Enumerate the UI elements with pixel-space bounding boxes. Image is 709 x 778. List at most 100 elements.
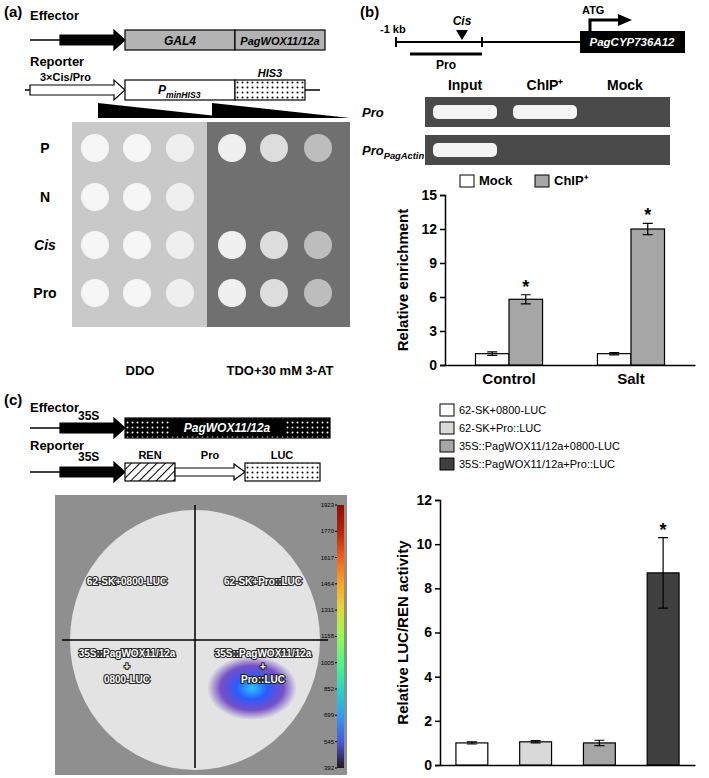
x-axis (441, 765, 696, 766)
quadrant-label: 62-SK+Pro::LUC (224, 576, 302, 587)
gel-lane-strip (425, 97, 670, 127)
y-tick-label: 12 (416, 492, 432, 508)
error-bar (609, 353, 619, 355)
panel-label: (a) (4, 3, 22, 20)
label: PagCYP736A12 (589, 36, 675, 48)
fragment-line (410, 53, 482, 56)
gene-box (580, 31, 685, 53)
y-tick-label: 15 (421, 187, 437, 203)
row-label: N (40, 189, 50, 205)
promoter-arrow (60, 418, 125, 438)
quadrant-label: Pro::LUC (241, 674, 285, 685)
yeast-spot (166, 134, 194, 162)
gel-lane-strip (425, 135, 670, 165)
label-backing (170, 420, 285, 436)
y-tick: 8 (424, 580, 440, 596)
panel-a: (a)EffectorGAL4PagWOX11/12aReporter3×Cis… (4, 3, 350, 378)
y-axis-line (440, 196, 446, 366)
yeast-spot (166, 183, 194, 211)
label: HIS3 (258, 67, 282, 79)
x-tick: Salt (617, 370, 645, 387)
gel-row-label: ProPagActin (362, 143, 424, 161)
yeast-spot (218, 134, 246, 162)
y-tick-mark (435, 588, 440, 590)
construct-box (245, 463, 320, 481)
bar-chart: 03691215ControlSalt**Relative enrichment… (394, 173, 696, 387)
yeast-spot (260, 231, 288, 259)
colorbar-tick-label: 1617 (321, 555, 335, 561)
figure-canvas: (a)EffectorGAL4PagWOX11/12aReporter3×Cis… (0, 0, 709, 778)
y-tick-mark (440, 263, 445, 265)
colorbar-tick-label: 392 (324, 765, 335, 771)
legend-entry: ChIP⁺ (554, 173, 589, 188)
legend-swatch (460, 175, 474, 187)
y-tick-label: 0 (429, 357, 437, 373)
colorbar-tick (335, 662, 337, 663)
label-main: Pro (362, 143, 384, 158)
bar (631, 229, 665, 365)
x-tick-label: Control (482, 370, 535, 387)
quadrant-line (62, 639, 328, 641)
y-tick-mark (440, 365, 445, 367)
legend-swatch (440, 422, 454, 434)
yeast-spot (218, 279, 246, 307)
line (30, 471, 62, 473)
panel-label: (c) (4, 391, 22, 408)
legend-entry: 62-SK+Pro::LUC (459, 422, 541, 434)
yeast-spot (218, 231, 246, 259)
y-tick-mark (440, 331, 445, 333)
label: -1 kb (380, 23, 406, 35)
construct-title: Effector (30, 8, 79, 23)
y-tick: 9 (429, 255, 445, 271)
bar (520, 742, 552, 765)
label: PminHIS3 (158, 83, 201, 100)
colorbar-tick-label: 1311 (321, 607, 335, 613)
promoter-arrow (30, 80, 125, 100)
quadrant-label: 0800-LUC (104, 674, 150, 685)
legend-entry: 35S::PagWOX11/12a+0800-LUC (459, 440, 620, 452)
construct-box (235, 80, 305, 100)
y-tick-mark (435, 500, 440, 502)
colorbar-tick (335, 505, 337, 506)
y-axis-line (435, 501, 441, 766)
medium-label: TDO+30 mM 3-AT (226, 363, 333, 378)
yeast-spot (166, 231, 194, 259)
gel-column: ChIP⁺ (527, 77, 564, 93)
colorbar-tick (335, 741, 337, 742)
colorbar-tick (335, 688, 337, 689)
colorbar-tick-label: 852 (324, 686, 335, 692)
y-axis-title: Relative LUC/REN activity (394, 540, 411, 725)
colorbar-tick (335, 636, 337, 637)
plot-marks (456, 538, 679, 765)
bar-chart: 024681012*Relative LUC/REN activity62-SK… (394, 404, 696, 773)
line (305, 89, 320, 91)
x-tick-label: Salt (617, 370, 645, 387)
legend-swatch (440, 404, 454, 416)
quadrant-label: + (124, 661, 130, 672)
label: Pro (436, 58, 456, 72)
colorbar-tick (335, 768, 337, 769)
gel-column: Mock (607, 77, 643, 93)
row-label: P (40, 140, 49, 156)
figure: (a)EffectorGAL4PagWOX11/12aReporter3×Cis… (0, 0, 709, 778)
colorbar-tick-label: 1464 (321, 581, 335, 587)
quadrant-label: 35S::PagWOX11/12a (79, 648, 176, 659)
y-tick-label: 6 (424, 624, 432, 640)
label: 35S (78, 409, 99, 423)
colorbar-tick-label: 1923 (321, 502, 335, 508)
promoter-arrow (175, 464, 245, 480)
legend-swatch (535, 175, 549, 187)
y-tick: 0 (429, 357, 445, 373)
significance: * (522, 277, 529, 297)
row-label: Pro (33, 285, 56, 301)
bar (583, 743, 615, 765)
colorbar-tick (335, 715, 337, 716)
legend-entry: Mock (479, 173, 513, 188)
y-tick: 4 (424, 669, 440, 685)
leaf-image (55, 495, 347, 775)
label: 3×Cis/Pro (40, 71, 91, 83)
label: REN (138, 449, 161, 461)
cis-marker (456, 30, 468, 40)
construct-box (125, 418, 330, 438)
y-tick-label: 0 (424, 757, 432, 773)
